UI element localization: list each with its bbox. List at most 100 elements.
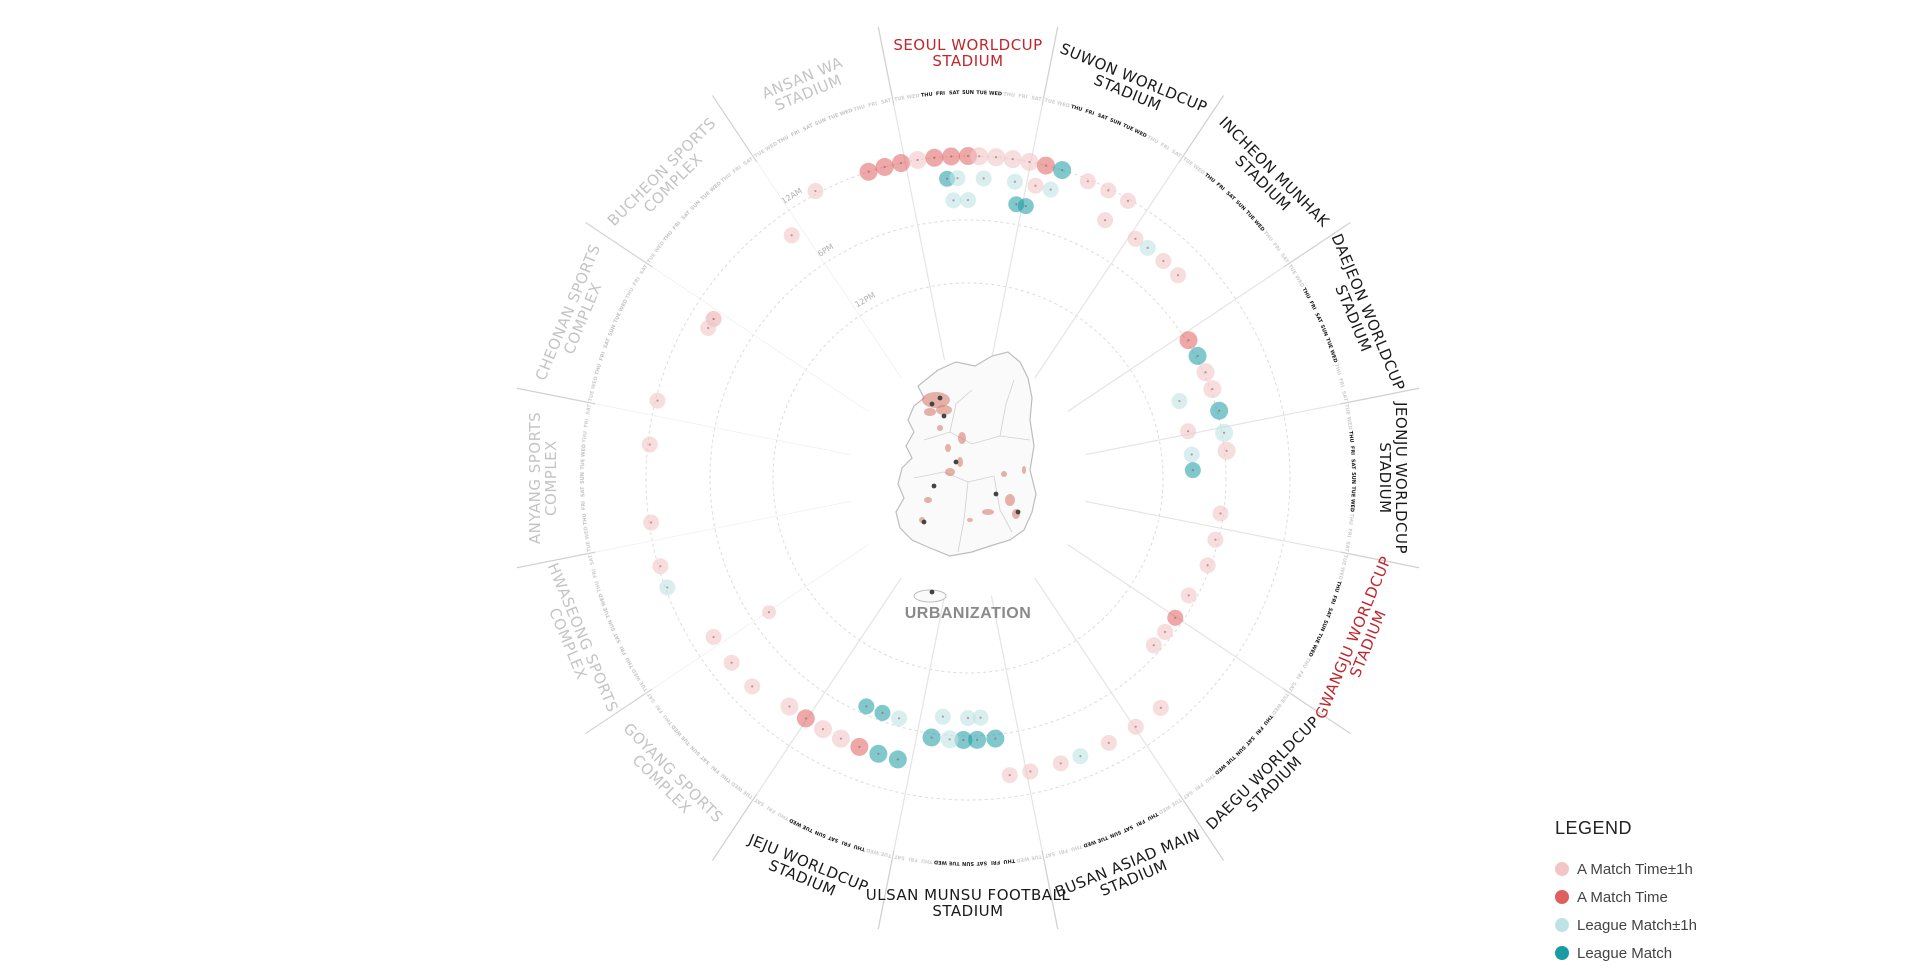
day-tick: SAT — [1350, 459, 1356, 470]
day-tick: TUE — [1169, 796, 1182, 807]
day-tick: TUE — [1278, 691, 1289, 704]
day-tick: SAT — [1340, 390, 1348, 402]
day-tick: SAT — [603, 337, 612, 349]
stadium-label-line: SEOUL WORLDCUP — [893, 36, 1042, 54]
match-dot-center — [956, 177, 959, 180]
match-dot-center — [877, 752, 880, 755]
day-tick: SAT — [802, 123, 815, 133]
day-tick: WED — [709, 180, 723, 193]
match-dot-center — [1222, 431, 1226, 434]
match-dot-center — [945, 177, 949, 180]
day-tick: WED — [1293, 274, 1305, 288]
day-tick: WED — [1252, 219, 1265, 233]
match-dot-center — [1013, 180, 1017, 183]
match-dot-center — [648, 443, 651, 446]
day-tick: TUE — [880, 850, 892, 858]
time-ring — [709, 219, 1227, 737]
day-tick: FRI — [1215, 182, 1226, 193]
match-dot-center — [1190, 453, 1193, 456]
urban-area — [945, 468, 955, 476]
stadium-location-marker — [931, 483, 937, 489]
sector-edge — [1340, 387, 1420, 405]
match-dot-center — [804, 717, 807, 720]
day-tick: FRI — [1271, 242, 1281, 253]
day-tick: TUE — [1122, 123, 1135, 133]
match-dot-center — [881, 711, 884, 715]
legend-dot-a-match-pm1h — [1555, 862, 1569, 876]
day-ticks: TUE WED THU FRI SAT SUN TUE WED THU FRI SAT TUE WED T… — [580, 90, 1356, 866]
day-tick: SAT — [580, 486, 586, 497]
day-tick: SUN — [1109, 117, 1122, 127]
stadium-label-line: STADIUM — [932, 902, 1003, 920]
match-dot-center — [1187, 339, 1190, 342]
stadium-label-line: COMPLEX — [542, 440, 560, 516]
day-tick: WED — [1082, 838, 1096, 848]
day-tick: WED — [583, 526, 591, 540]
urban-area — [936, 405, 952, 415]
day-tick: WED — [653, 240, 666, 254]
legend-item-league-pm1h: League Match±1h — [1555, 911, 1795, 939]
day-tick: SAT — [949, 90, 960, 96]
day-tick: SAT — [742, 156, 755, 167]
match-dot-center — [1219, 512, 1222, 515]
match-dot-center — [1086, 180, 1089, 183]
day-tick: WED — [590, 376, 599, 390]
day-tick: THU — [1146, 135, 1159, 146]
day-tick: THU — [1262, 230, 1274, 243]
day-tick: WED — [1270, 702, 1283, 716]
day-tick: THU — [1333, 363, 1342, 376]
day-tick: SUN — [962, 90, 974, 96]
match-dot-center — [1146, 246, 1149, 250]
match-dot-center — [712, 317, 715, 321]
urban-area — [945, 444, 951, 452]
match-dot-center — [978, 155, 981, 158]
urban-area — [922, 392, 950, 408]
day-tick: THU — [1203, 772, 1216, 784]
day-tick: SUN — [607, 324, 617, 337]
sector-edge — [1283, 221, 1351, 268]
korea-urbanization-map — [895, 351, 1037, 603]
day-tick: WED — [788, 817, 802, 828]
day-tick: WED — [934, 859, 947, 866]
day-tick: SAT — [699, 754, 711, 766]
day-tick: WED — [1133, 128, 1147, 139]
match-dot-center — [1163, 630, 1167, 634]
match-dot-center — [948, 738, 951, 741]
legend-label: League Match — [1577, 944, 1673, 962]
stadium-location-marker — [937, 395, 943, 401]
day-tick: TUE — [1096, 834, 1109, 844]
urban-area — [982, 509, 994, 515]
day-tick: FRI — [632, 276, 642, 287]
day-tick: FRI — [710, 764, 721, 775]
day-tick: THU — [1347, 431, 1354, 443]
stadium-label-line: STADIUM — [932, 52, 1003, 70]
sector-edge — [1178, 793, 1225, 861]
legend-dot-league — [1555, 946, 1569, 960]
day-tick: WED — [1157, 803, 1171, 815]
day-tick: THU — [1146, 810, 1159, 821]
day-tick: SAT — [976, 860, 987, 866]
stadium-location-marker — [1015, 509, 1021, 515]
match-dot-center — [1134, 237, 1137, 240]
match-dot-center — [1204, 371, 1207, 374]
day-tick: TUE — [1030, 853, 1042, 861]
legend-label: League Match±1h — [1577, 916, 1697, 934]
day-tick: THU — [625, 287, 636, 300]
day-tick: THU — [1300, 287, 1311, 300]
day-tick: TUE — [646, 252, 657, 265]
match-dot-center — [896, 758, 899, 761]
day-tick: THU — [853, 843, 866, 852]
day-tick: WED — [906, 93, 920, 101]
day-tick: WED — [1328, 349, 1338, 363]
day-tick: TUE — [1044, 98, 1056, 106]
legend-item-a-match: A Match Time — [1555, 883, 1795, 911]
day-tick: THU — [1203, 172, 1216, 184]
day-tick: THU — [1070, 843, 1083, 852]
time-ring-label: 12PM — [854, 291, 878, 310]
day-tick: FRI — [672, 220, 683, 231]
